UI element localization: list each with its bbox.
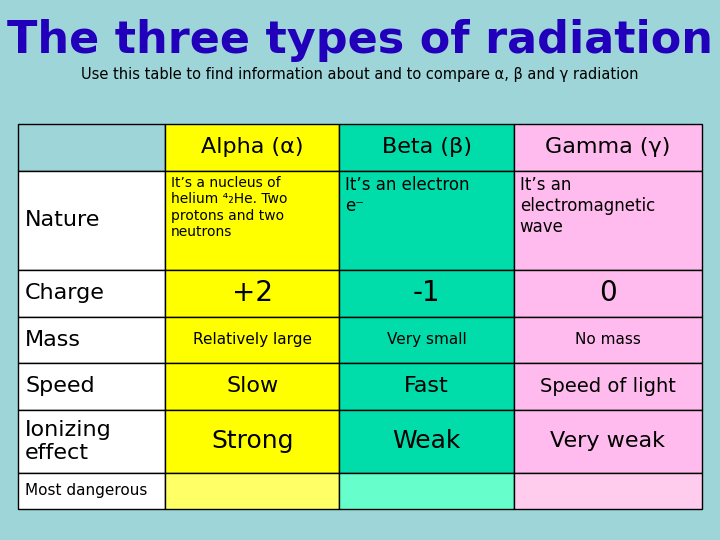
Bar [340,316,514,363]
Bar [165,472,340,509]
Bar [340,124,514,171]
Text: +2: +2 [232,279,273,307]
Bar [165,124,340,171]
Bar [165,410,340,472]
Bar [340,472,514,509]
Bar [514,472,702,509]
Bar [18,171,165,270]
Bar [340,270,514,316]
Bar [340,363,514,410]
Bar [18,124,165,171]
Bar [18,270,165,316]
Text: Use this table to find information about and to compare α, β and γ radiation: Use this table to find information about… [81,68,639,83]
Bar [514,363,702,410]
Text: Speed: Speed [25,376,95,396]
Bar [514,270,702,316]
Bar [514,316,702,363]
Bar [18,410,165,472]
Bar [514,410,702,472]
Text: It’s a nucleus of
helium ⁴₂He. Two
protons and two
neutrons: It’s a nucleus of helium ⁴₂He. Two proto… [171,176,287,239]
Text: Charge: Charge [25,284,105,303]
Bar [165,171,340,270]
Text: No mass: No mass [575,332,641,347]
Text: The three types of radiation: The three types of radiation [7,19,713,62]
Text: Very small: Very small [387,332,467,347]
Bar [514,171,702,270]
Text: Very weak: Very weak [551,431,665,451]
Text: Speed of light: Speed of light [540,377,676,396]
Text: Relatively large: Relatively large [193,332,312,347]
Text: Ionizing
effect: Ionizing effect [25,420,112,463]
Text: Nature: Nature [25,211,101,231]
Bar [165,270,340,316]
Text: Beta (β): Beta (β) [382,138,472,158]
Bar [18,316,165,363]
Text: It’s an electron
e⁻: It’s an electron e⁻ [346,176,469,215]
Bar [165,316,340,363]
Text: Strong: Strong [211,429,294,453]
Text: Alpha (α): Alpha (α) [201,138,304,158]
Text: 0: 0 [599,279,617,307]
Text: Weak: Weak [392,429,461,453]
Bar [165,363,340,410]
Bar [18,363,165,410]
Text: Most dangerous: Most dangerous [25,483,148,498]
Text: Slow: Slow [226,376,279,396]
Bar [340,171,514,270]
Text: It’s an
electromagnetic
wave: It’s an electromagnetic wave [520,176,655,236]
Text: -1: -1 [413,279,441,307]
Bar [18,472,165,509]
Text: Fast: Fast [405,376,449,396]
Bar [514,124,702,171]
Text: Mass: Mass [25,330,81,350]
Bar [340,410,514,472]
Text: Gamma (γ): Gamma (γ) [545,138,670,158]
